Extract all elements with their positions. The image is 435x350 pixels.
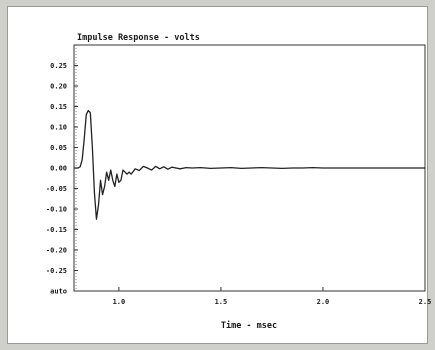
x-tick-label: 1.5	[215, 298, 228, 306]
x-tick-label: 2.5	[419, 298, 432, 306]
y-tick-label: auto	[50, 288, 67, 296]
y-tick-label: 0.10	[50, 124, 67, 132]
y-tick-label: -0.15	[46, 226, 67, 234]
y-tick-label: -0.10	[46, 206, 67, 214]
y-axis: 0.25 0.20 0.15 0.10 0.05 0.00 -0.05 -0.10 -0.15 -…	[46, 62, 78, 296]
x-tick-label: 1.0	[113, 298, 126, 306]
y-tick-label: 0.25	[50, 62, 67, 70]
y-tick-label: -0.25	[46, 267, 67, 275]
x-axis: 1.0 1.5 2.0 2.5	[113, 287, 432, 306]
chart-title: Impulse Response - volts	[77, 33, 200, 43]
y-tick-label: 0.20	[50, 83, 67, 91]
series-layer	[74, 109, 425, 220]
y-tick-label: -0.05	[46, 185, 67, 193]
y-tick-label: -0.20	[46, 247, 67, 255]
x-tick-label: 2.0	[317, 298, 330, 306]
chart-frame	[7, 6, 428, 344]
impulse-response-line	[74, 109, 425, 220]
x-axis-label: Time - msec	[221, 320, 277, 331]
y-tick-label: 0.00	[50, 165, 67, 173]
y-tick-label: 0.05	[50, 144, 67, 152]
y-tick-label: 0.15	[50, 103, 67, 111]
